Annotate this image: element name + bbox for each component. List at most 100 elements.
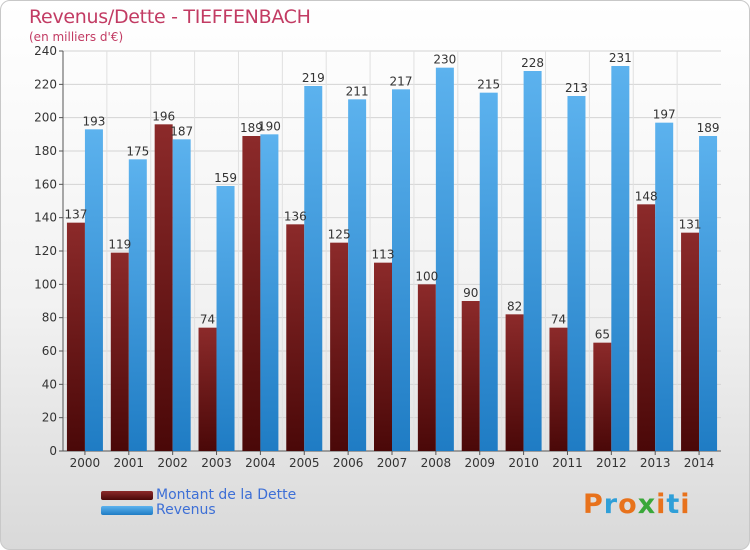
bar-dette	[286, 224, 305, 451]
bar-dette	[66, 222, 85, 451]
data-label: 215	[477, 78, 500, 92]
bar-dette	[637, 204, 656, 451]
data-label: 74	[551, 313, 566, 327]
y-tick-label: 20	[42, 411, 57, 425]
bar-dette	[110, 252, 129, 451]
x-tick-label: 2008	[421, 456, 452, 470]
x-tick-label: 2004	[245, 456, 276, 470]
y-tick-label: 180	[34, 144, 57, 158]
bar-dette	[593, 342, 612, 451]
data-label: 228	[521, 56, 544, 70]
data-label: 82	[507, 299, 522, 313]
data-label: 189	[697, 121, 720, 135]
data-label: 193	[82, 114, 105, 128]
data-label: 196	[152, 109, 175, 123]
data-label: 159	[214, 171, 237, 185]
bar-revenus	[348, 99, 367, 451]
chart-subtitle: (en milliers d'€)	[29, 30, 124, 44]
data-label: 136	[284, 209, 307, 223]
y-tick-label: 160	[34, 177, 57, 191]
x-tick-label: 2010	[508, 456, 539, 470]
y-tick-label: 60	[42, 344, 57, 358]
x-tick-label: 2002	[157, 456, 188, 470]
bar-revenus	[655, 122, 674, 452]
data-label: 65	[595, 328, 610, 342]
data-label: 230	[433, 53, 456, 67]
bar-dette	[417, 284, 436, 451]
data-label: 74	[200, 313, 215, 327]
bar-dette	[330, 242, 349, 451]
legend-item-dette: Montant de la Dette	[101, 487, 297, 503]
x-tick-label: 2003	[201, 456, 232, 470]
legend-label-revenus: Revenus	[156, 502, 216, 518]
bar-dette	[681, 232, 700, 451]
bar-revenus	[304, 86, 323, 451]
bar-revenus	[611, 66, 630, 451]
bar-revenus	[260, 134, 279, 452]
legend-swatch-dette	[101, 490, 153, 500]
bar-dette	[374, 262, 392, 451]
x-tick-label: 2014	[684, 456, 715, 470]
data-label: 197	[653, 108, 676, 122]
x-tick-label: 2009	[464, 456, 495, 470]
bar-revenus	[392, 89, 410, 451]
x-tick-label: 2012	[596, 456, 627, 470]
data-label: 175	[126, 144, 149, 158]
bars	[66, 66, 718, 452]
y-tick-label: 100	[34, 277, 57, 291]
legend-label-dette: Montant de la Dette	[156, 487, 297, 503]
bar-revenus	[84, 129, 103, 452]
bar-dette	[242, 136, 261, 451]
y-tick-label: 40	[42, 377, 57, 391]
data-label: 131	[679, 218, 702, 232]
x-tick-label: 2001	[114, 456, 145, 470]
data-label: 90	[463, 286, 478, 300]
bar-revenus	[567, 96, 586, 451]
data-label: 190	[258, 119, 281, 133]
data-label: 219	[302, 71, 325, 85]
legend-swatch-revenus	[101, 505, 153, 515]
x-tick-label: 2005	[289, 456, 320, 470]
bar-dette	[198, 327, 217, 451]
chart-title: Revenus/Dette - TIEFFENBACH	[29, 6, 311, 28]
data-label: 125	[328, 228, 351, 242]
x-tick-label: 2013	[640, 456, 671, 470]
x-tick-label: 2007	[377, 456, 408, 470]
proxiti-logo: Proxiti	[583, 489, 691, 520]
bar-revenus	[435, 67, 454, 452]
y-tick-label: 80	[42, 311, 57, 325]
x-tick-label: 2006	[333, 456, 364, 470]
data-label: 217	[390, 74, 413, 88]
data-label: 231	[609, 51, 632, 65]
data-label: 148	[635, 189, 658, 203]
x-tick-label: 2000	[70, 456, 101, 470]
bar-dette	[549, 327, 568, 451]
data-label: 187	[170, 124, 193, 138]
bar-revenus	[699, 136, 718, 451]
y-tick-label: 120	[34, 244, 57, 258]
data-label: 113	[372, 248, 395, 262]
bar-revenus	[479, 92, 498, 452]
bar-dette	[505, 314, 524, 451]
data-labels: 1371931191751961877415918919013621912521…	[64, 51, 719, 342]
y-tick-label: 140	[34, 211, 57, 225]
bar-revenus	[216, 186, 235, 451]
bar-dette	[461, 301, 480, 451]
bar-dette	[154, 124, 173, 451]
y-tick-label: 0	[49, 444, 57, 458]
y-tick-label: 220	[34, 77, 57, 91]
data-label: 100	[415, 269, 438, 283]
data-label: 189	[240, 121, 263, 135]
x-tick-label: 2011	[552, 456, 583, 470]
data-label: 213	[565, 81, 588, 95]
y-tick-label: 240	[34, 44, 57, 58]
data-label: 137	[64, 208, 87, 222]
bar-revenus	[128, 159, 147, 452]
data-label: 211	[346, 84, 369, 98]
bar-revenus	[523, 71, 542, 451]
legend-item-revenus: Revenus	[101, 502, 216, 518]
bar-revenus	[172, 139, 191, 452]
y-tick-label: 200	[34, 111, 57, 125]
